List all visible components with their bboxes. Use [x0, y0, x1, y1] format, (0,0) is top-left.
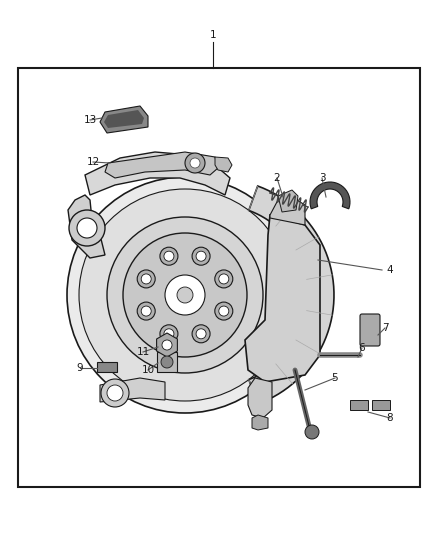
Circle shape — [185, 153, 205, 173]
Circle shape — [192, 247, 210, 265]
Circle shape — [196, 251, 206, 261]
Circle shape — [164, 251, 174, 261]
Text: 6: 6 — [359, 343, 365, 353]
Circle shape — [190, 158, 200, 168]
Circle shape — [196, 329, 206, 339]
Circle shape — [123, 233, 247, 357]
Text: 11: 11 — [136, 347, 150, 357]
Circle shape — [137, 302, 155, 320]
Bar — [157, 352, 177, 372]
Polygon shape — [252, 415, 268, 430]
Polygon shape — [249, 186, 334, 404]
Circle shape — [215, 270, 233, 288]
Circle shape — [215, 302, 233, 320]
Bar — [350, 400, 368, 410]
Polygon shape — [310, 182, 350, 209]
Polygon shape — [68, 195, 105, 258]
Circle shape — [141, 306, 151, 316]
Circle shape — [67, 177, 303, 413]
Circle shape — [101, 379, 129, 407]
Circle shape — [107, 385, 123, 401]
Text: 12: 12 — [86, 157, 99, 167]
Polygon shape — [278, 190, 298, 212]
Polygon shape — [270, 197, 305, 225]
Text: 2: 2 — [274, 173, 280, 183]
Circle shape — [165, 275, 205, 315]
Text: 8: 8 — [387, 413, 393, 423]
Circle shape — [160, 325, 178, 343]
FancyBboxPatch shape — [360, 314, 380, 346]
Circle shape — [161, 356, 173, 368]
Text: 1: 1 — [210, 30, 216, 40]
Circle shape — [164, 329, 174, 339]
Polygon shape — [157, 333, 177, 357]
Polygon shape — [100, 378, 165, 402]
Text: 5: 5 — [332, 373, 338, 383]
Circle shape — [219, 306, 229, 316]
Text: 7: 7 — [381, 323, 389, 333]
Bar — [97, 362, 117, 372]
Circle shape — [107, 217, 263, 373]
Text: 4: 4 — [387, 265, 393, 275]
Circle shape — [79, 189, 291, 401]
Circle shape — [219, 274, 229, 284]
Bar — [372, 400, 390, 410]
Circle shape — [137, 270, 155, 288]
Circle shape — [69, 210, 105, 246]
Text: 3: 3 — [319, 173, 325, 183]
Circle shape — [77, 218, 97, 238]
Polygon shape — [215, 157, 232, 172]
Circle shape — [160, 247, 178, 265]
Circle shape — [162, 340, 172, 350]
Polygon shape — [104, 110, 144, 128]
Circle shape — [192, 325, 210, 343]
Text: 10: 10 — [141, 365, 155, 375]
Text: 9: 9 — [77, 363, 83, 373]
Circle shape — [305, 425, 319, 439]
Polygon shape — [245, 215, 320, 382]
Polygon shape — [85, 152, 230, 195]
Polygon shape — [105, 152, 218, 178]
Circle shape — [177, 287, 193, 303]
Circle shape — [141, 274, 151, 284]
Polygon shape — [248, 378, 272, 418]
Text: 13: 13 — [83, 115, 97, 125]
Bar — [18, 68, 420, 487]
Polygon shape — [100, 106, 148, 133]
